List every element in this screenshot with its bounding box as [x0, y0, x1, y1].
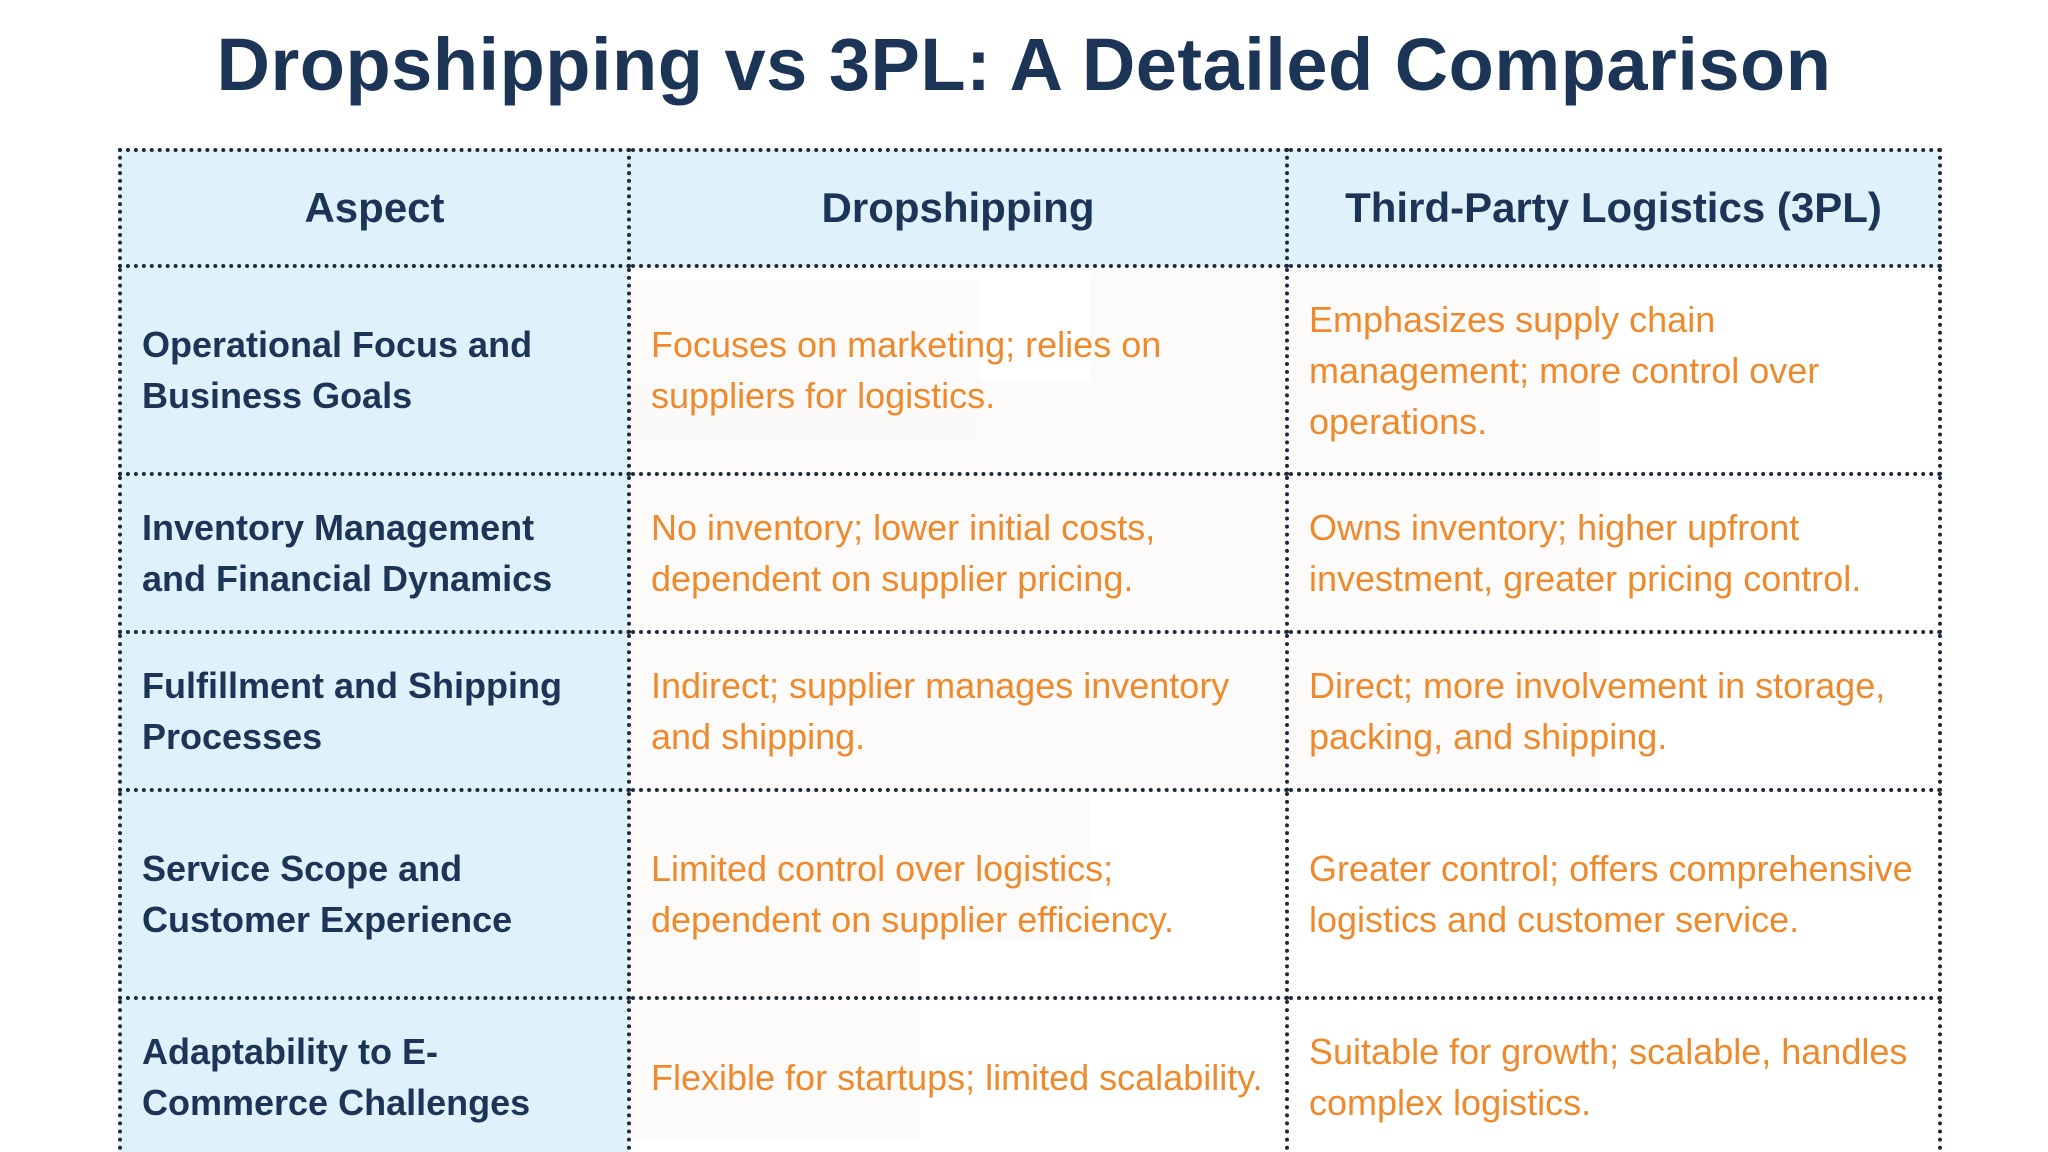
third-party-logistics-cell: Suitable for growth; scalable, handles c…: [1285, 996, 1942, 1152]
aspect-cell: Inventory Management and Financial Dynam…: [118, 472, 631, 634]
header-aspect: Aspect: [118, 148, 631, 268]
dropshipping-cell: Flexible for startups; limited scalabili…: [627, 996, 1289, 1152]
table-row: Operational Focus and Business Goals Foc…: [118, 264, 1942, 476]
table-row: Fulfillment and Shipping Processes Indir…: [118, 630, 1942, 792]
comparison-table: Aspect Dropshipping Third-Party Logistic…: [118, 148, 1942, 1152]
table-row: Inventory Management and Financial Dynam…: [118, 472, 1942, 634]
header-dropshipping: Dropshipping: [627, 148, 1289, 268]
table-row: Service Scope and Customer Experience Li…: [118, 788, 1942, 1000]
dropshipping-cell: Limited control over logistics; dependen…: [627, 788, 1289, 1000]
aspect-cell: Adaptability to E-Commerce Challenges: [118, 996, 631, 1152]
third-party-logistics-cell: Greater control; offers comprehensive lo…: [1285, 788, 1942, 1000]
aspect-cell: Service Scope and Customer Experience: [118, 788, 631, 1000]
table-header-row: Aspect Dropshipping Third-Party Logistic…: [118, 148, 1942, 268]
aspect-cell: Operational Focus and Business Goals: [118, 264, 631, 476]
comparison-table-container: Aspect Dropshipping Third-Party Logistic…: [118, 148, 1942, 1152]
dropshipping-cell: Focuses on marketing; relies on supplier…: [627, 264, 1289, 476]
aspect-cell: Fulfillment and Shipping Processes: [118, 630, 631, 792]
dropshipping-cell: Indirect; supplier manages inventory and…: [627, 630, 1289, 792]
header-third-party-logistics: Third-Party Logistics (3PL): [1285, 148, 1942, 268]
third-party-logistics-cell: Emphasizes supply chain management; more…: [1285, 264, 1942, 476]
third-party-logistics-cell: Owns inventory; higher upfront investmen…: [1285, 472, 1942, 634]
third-party-logistics-cell: Direct; more involvement in storage, pac…: [1285, 630, 1942, 792]
page-title: Dropshipping vs 3PL: A Detailed Comparis…: [216, 23, 1832, 106]
dropshipping-cell: No inventory; lower initial costs, depen…: [627, 472, 1289, 634]
table-row: Adaptability to E-Commerce Challenges Fl…: [118, 996, 1942, 1152]
